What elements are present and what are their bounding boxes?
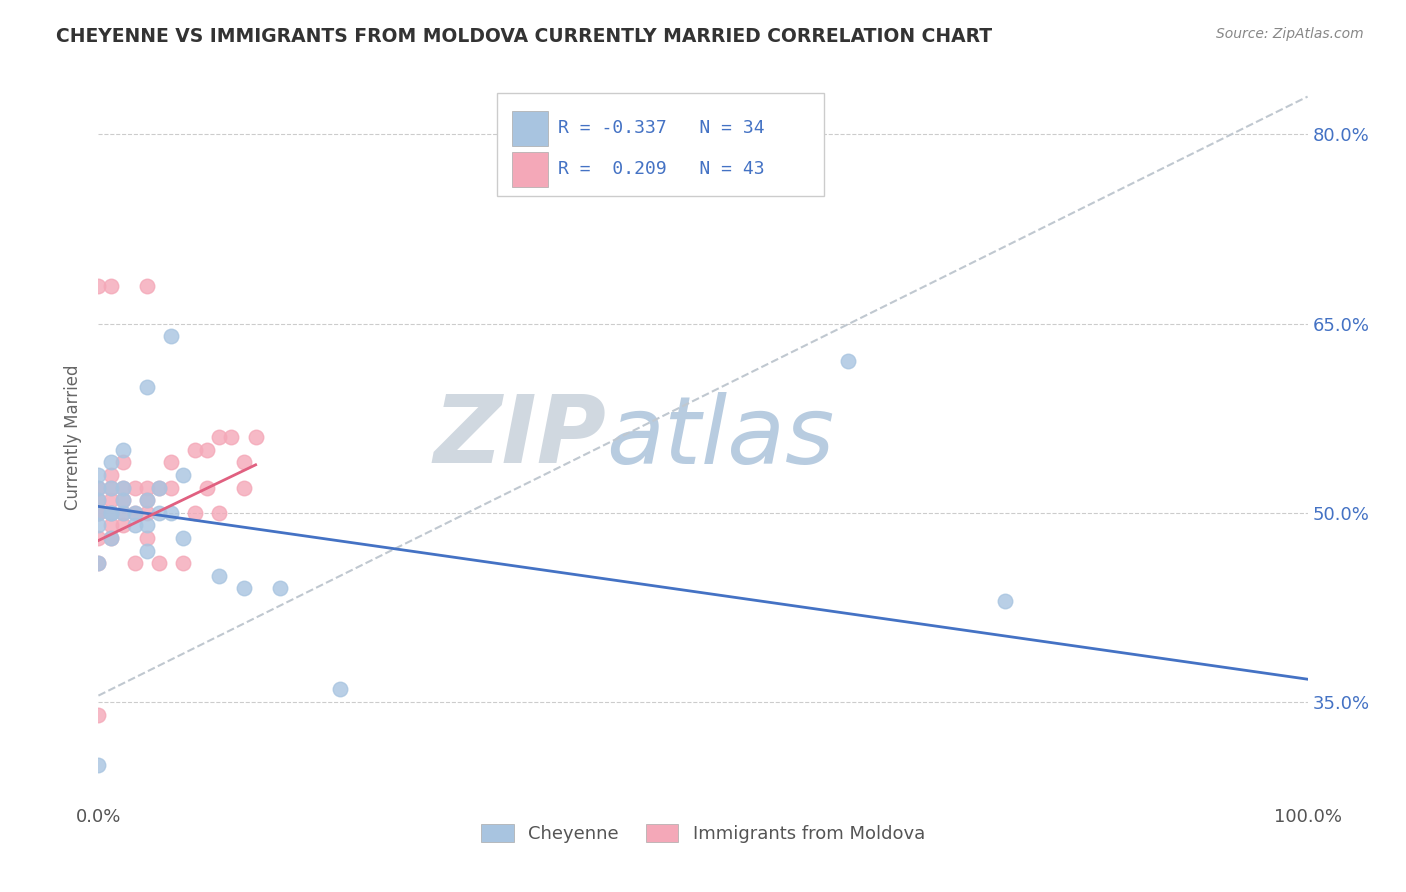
Text: CHEYENNE VS IMMIGRANTS FROM MOLDOVA CURRENTLY MARRIED CORRELATION CHART: CHEYENNE VS IMMIGRANTS FROM MOLDOVA CURR… [56, 27, 993, 45]
Point [135, 481, 157, 495]
Point [135, 506, 157, 520]
Point [100, 455, 122, 469]
Point [221, 430, 243, 444]
Point [111, 455, 134, 469]
Point [111, 442, 134, 457]
Y-axis label: Currently Married: Currently Married [63, 364, 82, 510]
Point [160, 455, 183, 469]
Point [100, 506, 122, 520]
Point [148, 481, 170, 495]
Point [208, 569, 231, 583]
Point [100, 467, 122, 482]
Point [232, 481, 254, 495]
Point [100, 278, 122, 293]
Text: ZIP: ZIP [433, 391, 606, 483]
Point [135, 543, 157, 558]
Point [160, 506, 183, 520]
Point [172, 556, 194, 570]
Point [100, 481, 122, 495]
FancyBboxPatch shape [512, 111, 548, 146]
Point [208, 506, 231, 520]
Point [329, 682, 352, 697]
Point [232, 455, 254, 469]
Point [100, 531, 122, 545]
Point [160, 329, 183, 343]
Point [100, 506, 122, 520]
Point [269, 582, 291, 596]
Point [87, 481, 110, 495]
Point [184, 506, 207, 520]
Point [124, 556, 146, 570]
Point [195, 481, 218, 495]
Point [135, 518, 157, 533]
Point [87, 556, 110, 570]
Point [124, 506, 146, 520]
Point [208, 430, 231, 444]
Point [232, 582, 254, 596]
FancyBboxPatch shape [512, 152, 548, 187]
Point [87, 531, 110, 545]
Text: R =  0.209   N = 43: R = 0.209 N = 43 [558, 161, 765, 178]
Text: atlas: atlas [606, 392, 835, 483]
Point [135, 379, 157, 393]
Point [172, 531, 194, 545]
Point [124, 481, 146, 495]
Point [135, 493, 157, 508]
Text: R = -0.337   N = 34: R = -0.337 N = 34 [558, 120, 765, 137]
Point [100, 531, 122, 545]
Text: Source: ZipAtlas.com: Source: ZipAtlas.com [1216, 27, 1364, 41]
Point [87, 556, 110, 570]
Point [100, 518, 122, 533]
Point [124, 506, 146, 520]
Point [111, 518, 134, 533]
Point [87, 518, 110, 533]
Point [100, 506, 122, 520]
Point [195, 442, 218, 457]
Point [87, 493, 110, 508]
FancyBboxPatch shape [498, 94, 824, 195]
Point [87, 758, 110, 772]
Point [111, 493, 134, 508]
Legend: Cheyenne, Immigrants from Moldova: Cheyenne, Immigrants from Moldova [472, 815, 934, 852]
Point [100, 493, 122, 508]
Point [135, 493, 157, 508]
Point [111, 481, 134, 495]
Point [87, 707, 110, 722]
Point [111, 506, 134, 520]
Point [87, 278, 110, 293]
Point [100, 481, 122, 495]
Point [111, 506, 134, 520]
Point [87, 467, 110, 482]
Point [87, 493, 110, 508]
Point [148, 481, 170, 495]
Point [87, 506, 110, 520]
Point [148, 506, 170, 520]
Point [111, 493, 134, 508]
Point [172, 467, 194, 482]
Point [245, 430, 267, 444]
Point [124, 518, 146, 533]
Point [135, 278, 157, 293]
Point [87, 481, 110, 495]
Point [184, 442, 207, 457]
Point [994, 594, 1017, 608]
Point [87, 506, 110, 520]
Point [87, 506, 110, 520]
Point [837, 354, 859, 368]
Point [135, 531, 157, 545]
Point [111, 481, 134, 495]
Point [148, 556, 170, 570]
Point [160, 481, 183, 495]
